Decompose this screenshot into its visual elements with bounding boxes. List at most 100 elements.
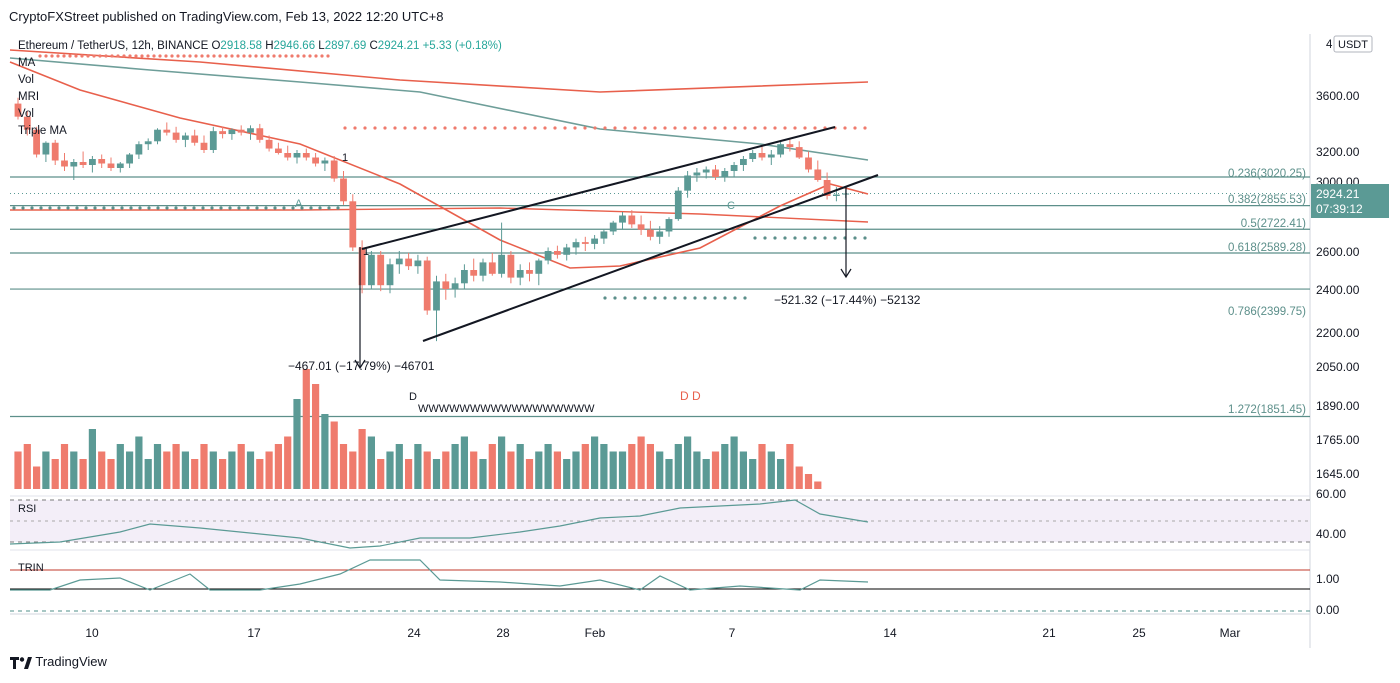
candle-body bbox=[14, 103, 22, 117]
candle-body bbox=[228, 129, 236, 135]
candle-body bbox=[265, 139, 273, 149]
volume-bar bbox=[386, 451, 394, 489]
volume-bar bbox=[219, 459, 227, 489]
candle-body bbox=[163, 129, 171, 133]
dot-support-right bbox=[823, 236, 827, 240]
volume-bar bbox=[749, 459, 757, 489]
drawings[interactable] bbox=[354, 126, 879, 370]
candle-body bbox=[247, 128, 254, 133]
dot-resistance-top bbox=[68, 54, 72, 58]
candle-body bbox=[312, 157, 319, 164]
dot-resistance-top bbox=[266, 54, 270, 58]
dot-resistance-top bbox=[230, 54, 234, 58]
dot-resistance-top bbox=[176, 54, 180, 58]
legend-high: 2946.66 bbox=[273, 40, 316, 52]
legend-low-label: L bbox=[318, 40, 325, 52]
legend-indicator-mri[interactable]: MRI bbox=[18, 91, 40, 103]
dot-support-low bbox=[733, 296, 737, 300]
dot-resistance-mid bbox=[433, 126, 437, 130]
legend-indicator-triple-ma[interactable]: Triple MA bbox=[18, 125, 67, 137]
candle-body bbox=[814, 169, 822, 180]
candle-body bbox=[544, 251, 552, 261]
dot-resistance-top bbox=[152, 54, 156, 58]
candle-body bbox=[293, 153, 301, 158]
dot-resistance-mid bbox=[683, 126, 687, 130]
dot-resistance-top bbox=[320, 54, 324, 58]
dot-resistance-mid bbox=[613, 126, 617, 130]
dot-resistance-top bbox=[242, 54, 246, 58]
dot-support-left bbox=[21, 206, 25, 210]
volume-bar bbox=[479, 459, 487, 489]
dot-resistance-mid bbox=[663, 126, 667, 130]
dot-resistance-mid bbox=[713, 126, 717, 130]
dot-support-low bbox=[673, 296, 677, 300]
dot-resistance-top bbox=[86, 54, 90, 58]
price-axis[interactable]: 4 USDT 3600.00 3200.00 3000.00 2600.00 2… bbox=[1311, 35, 1389, 617]
candle-body bbox=[182, 135, 189, 140]
dot-support-left bbox=[120, 206, 124, 210]
candle-body bbox=[470, 270, 478, 276]
dot-resistance-mid bbox=[653, 126, 657, 130]
countdown-value: 07:39:12 bbox=[1316, 202, 1363, 216]
volume-bar bbox=[423, 451, 431, 489]
volume-bar bbox=[414, 444, 422, 489]
volume-bar bbox=[237, 444, 245, 489]
dot-resistance-top bbox=[206, 54, 210, 58]
dot-resistance-mid bbox=[673, 126, 677, 130]
currency-badge[interactable] bbox=[1333, 35, 1373, 53]
price-chart[interactable]: −467.01 (−17.79%) −46701 −521.32 (−17.44… bbox=[0, 34, 1400, 648]
candle-body bbox=[488, 262, 496, 274]
legend-low: 2897.69 bbox=[324, 40, 367, 52]
candle-body bbox=[256, 128, 264, 140]
time-axis[interactable]: 10 17 24 28 Feb 7 14 21 25 Mar bbox=[85, 626, 1240, 640]
candle-body bbox=[135, 144, 143, 155]
dot-support-right bbox=[793, 236, 797, 240]
volume-bar bbox=[525, 459, 534, 489]
dot-support-low bbox=[703, 296, 707, 300]
dot-resistance-mid bbox=[753, 126, 757, 130]
dot-support-left bbox=[228, 206, 232, 210]
volume-bar bbox=[637, 436, 645, 489]
ma-short-line bbox=[9, 61, 869, 269]
dot-support-left bbox=[48, 206, 52, 210]
legend-indicator-vol[interactable]: Vol bbox=[18, 74, 34, 86]
w-label: WWWWWWWWWWWWWWWWW bbox=[418, 403, 595, 415]
volume-bar bbox=[563, 459, 571, 489]
candle-body bbox=[116, 163, 124, 168]
legend-change: +5.33 (+0.18%) bbox=[422, 40, 502, 52]
candle-body bbox=[302, 153, 310, 158]
legend-symbol-row[interactable]: Ethereum / TetherUS, 12h, BINANCE O2918.… bbox=[18, 38, 502, 55]
trin-tick-1: 1.00 bbox=[1316, 572, 1340, 586]
dot-resistance-top bbox=[116, 54, 120, 58]
dot-support-low bbox=[623, 296, 627, 300]
letter-a: A bbox=[295, 198, 303, 210]
dot-resistance-mid bbox=[623, 126, 627, 130]
trin-label: TRIN bbox=[18, 562, 44, 574]
dot-resistance-top bbox=[110, 54, 114, 58]
legend-indicator-vol-2[interactable]: Vol bbox=[18, 108, 34, 120]
candle-body bbox=[154, 129, 161, 142]
candle-body bbox=[414, 260, 422, 267]
dot-support-right bbox=[753, 236, 757, 240]
candle-body bbox=[433, 281, 440, 311]
volume-bar bbox=[795, 466, 803, 489]
dot-support-left bbox=[57, 206, 61, 210]
volume-bar bbox=[107, 459, 115, 489]
dot-resistance-top bbox=[164, 54, 168, 58]
volume-bar bbox=[786, 444, 794, 489]
candle-body bbox=[786, 144, 794, 148]
volume-bar bbox=[591, 436, 599, 489]
candle-body bbox=[647, 229, 654, 237]
legend-symbol[interactable]: Ethereum / TetherUS, 12h, BINANCE bbox=[18, 40, 209, 52]
dot-resistance-mid bbox=[393, 126, 397, 130]
volume-bar bbox=[572, 451, 580, 489]
dot-resistance-top bbox=[254, 54, 258, 58]
dot-support-left bbox=[66, 206, 70, 210]
candle-body bbox=[395, 258, 403, 265]
volume-bar bbox=[628, 444, 636, 489]
dot-resistance-top bbox=[272, 54, 276, 58]
volume-bar bbox=[98, 451, 106, 489]
volume-bar bbox=[42, 451, 50, 489]
legend-indicator-ma[interactable]: MA bbox=[18, 57, 36, 69]
candles[interactable] bbox=[14, 97, 850, 342]
